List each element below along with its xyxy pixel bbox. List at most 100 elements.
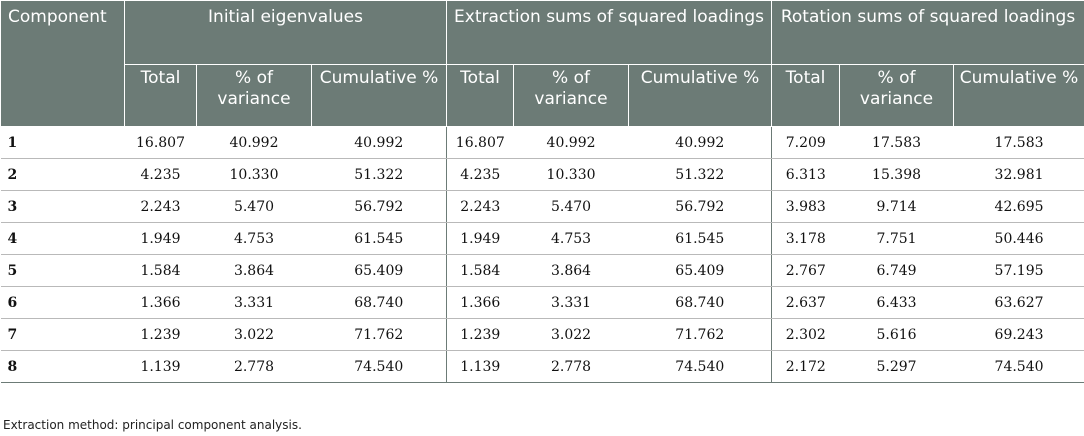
subheader-cumulative: Cumulative %: [953, 64, 1084, 127]
footnote: Extraction method: principal component a…: [3, 418, 302, 432]
table-cell: 10.330: [196, 158, 312, 191]
table-cell: 5.616: [839, 318, 954, 351]
table-cell: 65.409: [628, 254, 772, 287]
table-cell: 71.762: [628, 318, 772, 351]
table-cell: 3.864: [196, 254, 312, 287]
subheader-total: Total: [771, 64, 841, 127]
subheader-variance: % of variance: [839, 64, 955, 127]
table-row: 6 1.366 3.331 68.740 1.366 3.331 68.740 2.637 6.…: [0, 286, 1084, 319]
table-cell: 1.949: [446, 222, 514, 255]
component-number: 6: [0, 286, 125, 319]
table-row: 5 1.584 3.864 65.409 1.584 3.864 65.409 2.767 6.…: [0, 254, 1084, 287]
table-cell: 9.714: [839, 190, 954, 223]
table-cell: 3.331: [196, 286, 312, 319]
table-cell: 4.753: [513, 222, 629, 255]
table-cell: 50.446: [953, 222, 1084, 255]
component-number: 3: [0, 190, 125, 223]
table-cell: 1.239: [446, 318, 514, 351]
table-cell: 5.297: [839, 350, 954, 383]
table-cell: 5.470: [513, 190, 629, 223]
table-cell: 2.302: [771, 318, 840, 351]
table-cell: 1.139: [446, 350, 514, 383]
table-cell: 2.778: [513, 350, 629, 383]
table-cell: 1.584: [124, 254, 197, 287]
table-row: 8 1.139 2.778 74.540 1.139 2.778 74.540 2.172 5.…: [0, 350, 1084, 383]
subheader-total: Total: [124, 64, 197, 127]
pca-variance-table: Component Initial eigenvalues Extraction…: [0, 0, 1084, 383]
table-cell: 1.139: [124, 350, 197, 383]
table-cell: 61.545: [311, 222, 447, 255]
table-cell: 74.540: [953, 350, 1084, 383]
table-cell: 15.398: [839, 158, 954, 191]
component-number: 7: [0, 318, 125, 351]
table-cell: 40.992: [311, 126, 447, 159]
subheader-total: Total: [446, 64, 515, 127]
table-cell: 16.807: [446, 126, 514, 159]
table-cell: 2.778: [196, 350, 312, 383]
table-cell: 16.807: [124, 126, 197, 159]
table-cell: 6.433: [839, 286, 954, 319]
table-cell: 1.239: [124, 318, 197, 351]
table-cell: 71.762: [311, 318, 447, 351]
table-cell: 1.584: [446, 254, 514, 287]
subheader-cumulative: Cumulative %: [310, 64, 448, 127]
component-number: 1: [0, 126, 125, 159]
table-cell: 68.740: [311, 286, 447, 319]
table-cell: 4.753: [196, 222, 312, 255]
table-row: 1 16.807 40.992 40.992 16.807 40.992 40.992 7.2…: [0, 126, 1084, 159]
subheader-variance: % of variance: [513, 64, 630, 127]
table-row: 2 4.235 10.330 51.322 4.235 10.330 51.322 6.313…: [0, 158, 1084, 191]
table-cell: 6.749: [839, 254, 954, 287]
table-cell: 2.243: [446, 190, 514, 223]
table-cell: 74.540: [311, 350, 447, 383]
table-row: 3 2.243 5.470 56.792 2.243 5.470 56.792 3.983 9.…: [0, 190, 1084, 223]
table-cell: 57.195: [953, 254, 1084, 287]
table-cell: 2.243: [124, 190, 197, 223]
table-cell: 2.172: [771, 350, 840, 383]
table-cell: 61.545: [628, 222, 772, 255]
group-header-initial: Initial eigenvalues: [123, 0, 448, 65]
table-cell: 42.695: [953, 190, 1084, 223]
table-cell: 10.330: [513, 158, 629, 191]
table-cell: 4.235: [446, 158, 514, 191]
table-cell: 40.992: [628, 126, 772, 159]
table-cell: 51.322: [311, 158, 447, 191]
table-cell: 6.313: [771, 158, 840, 191]
table-cell: 1.366: [446, 286, 514, 319]
table-cell: 40.992: [513, 126, 629, 159]
table-cell: 32.981: [953, 158, 1084, 191]
component-number: 4: [0, 222, 125, 255]
table-cell: 3.022: [513, 318, 629, 351]
table-cell: 3.864: [513, 254, 629, 287]
table-cell: 68.740: [628, 286, 772, 319]
header-row-groups: Component Initial eigenvalues Extraction…: [0, 0, 1084, 127]
table-cell: 63.627: [953, 286, 1084, 319]
header-row-subheaders: Total % of variance Cumulative % Total %…: [1, 64, 1084, 127]
component-number: 2: [0, 158, 125, 191]
table-cell: 3.331: [513, 286, 629, 319]
component-header: Component: [0, 0, 125, 127]
table-cell: 7.751: [839, 222, 954, 255]
table-row: 4 1.949 4.753 61.545 1.949 4.753 61.545 3.178 7.…: [0, 222, 1084, 255]
table-cell: 65.409: [311, 254, 447, 287]
table-cell: 3.983: [771, 190, 840, 223]
subheader-cumulative: Cumulative %: [628, 64, 773, 127]
table-row: 7 1.239 3.022 71.762 1.239 3.022 71.762 2.302 5.…: [0, 318, 1084, 351]
table-cell: 3.178: [771, 222, 840, 255]
table-cell: 1.949: [124, 222, 197, 255]
table-cell: 3.022: [196, 318, 312, 351]
table-cell: 56.792: [311, 190, 447, 223]
table-cell: 1.366: [124, 286, 197, 319]
table-cell: 17.583: [839, 126, 954, 159]
table-body: 1 16.807 40.992 40.992 16.807 40.992 40.992 7.2…: [0, 126, 1084, 383]
table-cell: 5.470: [196, 190, 312, 223]
table-cell: 7.209: [771, 126, 840, 159]
component-number: 8: [0, 350, 125, 383]
table-cell: 2.637: [771, 286, 840, 319]
table-cell: 17.583: [953, 126, 1084, 159]
table-cell: 2.767: [771, 254, 840, 287]
table-cell: 51.322: [628, 158, 772, 191]
group-header-rotation: Rotation sums of squared loadings: [771, 0, 1084, 65]
table-cell: 4.235: [124, 158, 197, 191]
table-cell: 56.792: [628, 190, 772, 223]
